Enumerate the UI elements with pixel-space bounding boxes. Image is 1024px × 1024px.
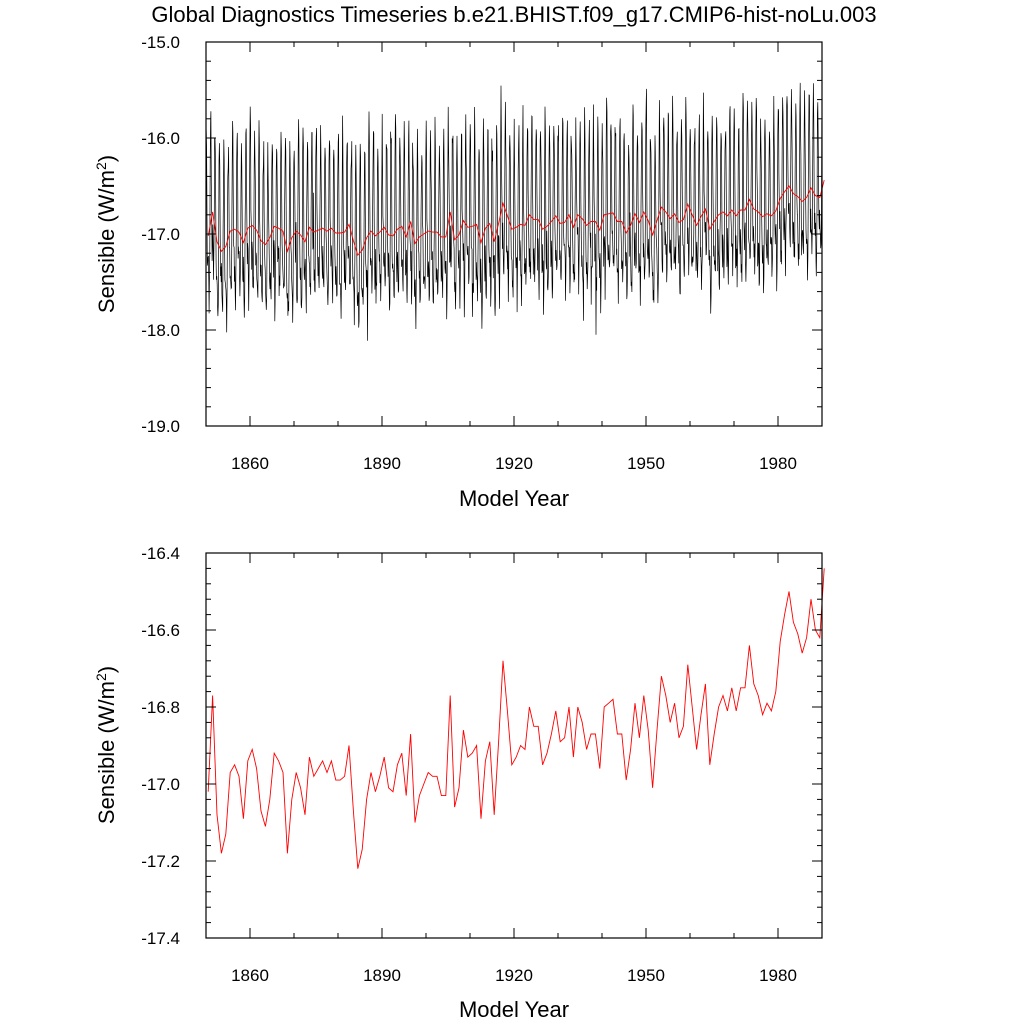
bottom-x-tick-label: 1920	[495, 966, 533, 985]
bottom-panel: 1860 1890 1920 1950 1980 -16.4 -16.6 -16.8 -17.0…	[93, 544, 825, 1022]
top-x-axis-label: Model Year	[459, 486, 569, 511]
top-y-axis-label: Sensible (W/m2)	[93, 155, 119, 313]
annual-mean-line	[207, 180, 825, 256]
top-plot-frame	[205, 41, 823, 427]
bottom-y-tick-label: -16.6	[141, 621, 180, 640]
bottom-plot-frame	[205, 552, 823, 939]
top-y-tick-label: -17.0	[141, 225, 180, 244]
bottom-y-axis-label: Sensible (W/m2)	[93, 666, 119, 824]
top-y-tick-label: -16.0	[141, 129, 180, 148]
bottom-x-tick-label: 1980	[759, 966, 797, 985]
monthly-line	[205, 82, 823, 341]
bottom-x-axis-label: Model Year	[459, 997, 569, 1022]
annual-mean-line	[207, 568, 825, 869]
bottom-y-tick-label: -16.4	[141, 544, 180, 563]
top-axis-ticks: 1860 1890 1920 1950 1980 -15.0 -16.0 -17.0 -18.0…	[141, 33, 823, 473]
chart-title: Global Diagnostics Timeseries b.e21.BHIS…	[151, 2, 876, 27]
top-y-tick-label: -18.0	[141, 321, 180, 340]
bottom-y-tick-label: -16.8	[141, 698, 180, 717]
top-y-tick-label: -15.0	[141, 33, 180, 52]
top-x-tick-label: 1860	[231, 454, 269, 473]
monthly-series-line	[205, 82, 823, 341]
bottom-y-tick-label: -17.4	[141, 929, 180, 948]
bottom-x-tick-label: 1890	[363, 966, 401, 985]
top-x-tick-label: 1920	[495, 454, 533, 473]
bottom-x-tick-label: 1950	[627, 966, 665, 985]
top-panel: 1860 1890 1920 1950 1980 -15.0 -16.0 -17.0 -18.0…	[93, 33, 825, 511]
bottom-axis-ticks: 1860 1890 1920 1950 1980 -16.4 -16.6 -16.8 -17.0…	[141, 544, 823, 985]
top-x-tick-label: 1950	[627, 454, 665, 473]
top-x-tick-label: 1980	[759, 454, 797, 473]
bottom-y-tick-label: -17.2	[141, 852, 180, 871]
top-x-tick-label: 1890	[363, 454, 401, 473]
bottom-x-tick-label: 1860	[231, 966, 269, 985]
bottom-y-tick-label: -17.0	[141, 775, 180, 794]
annual-mean-series-line	[207, 180, 825, 256]
top-y-tick-label: -19.0	[141, 417, 180, 436]
annual-mean-series-line	[207, 568, 825, 869]
